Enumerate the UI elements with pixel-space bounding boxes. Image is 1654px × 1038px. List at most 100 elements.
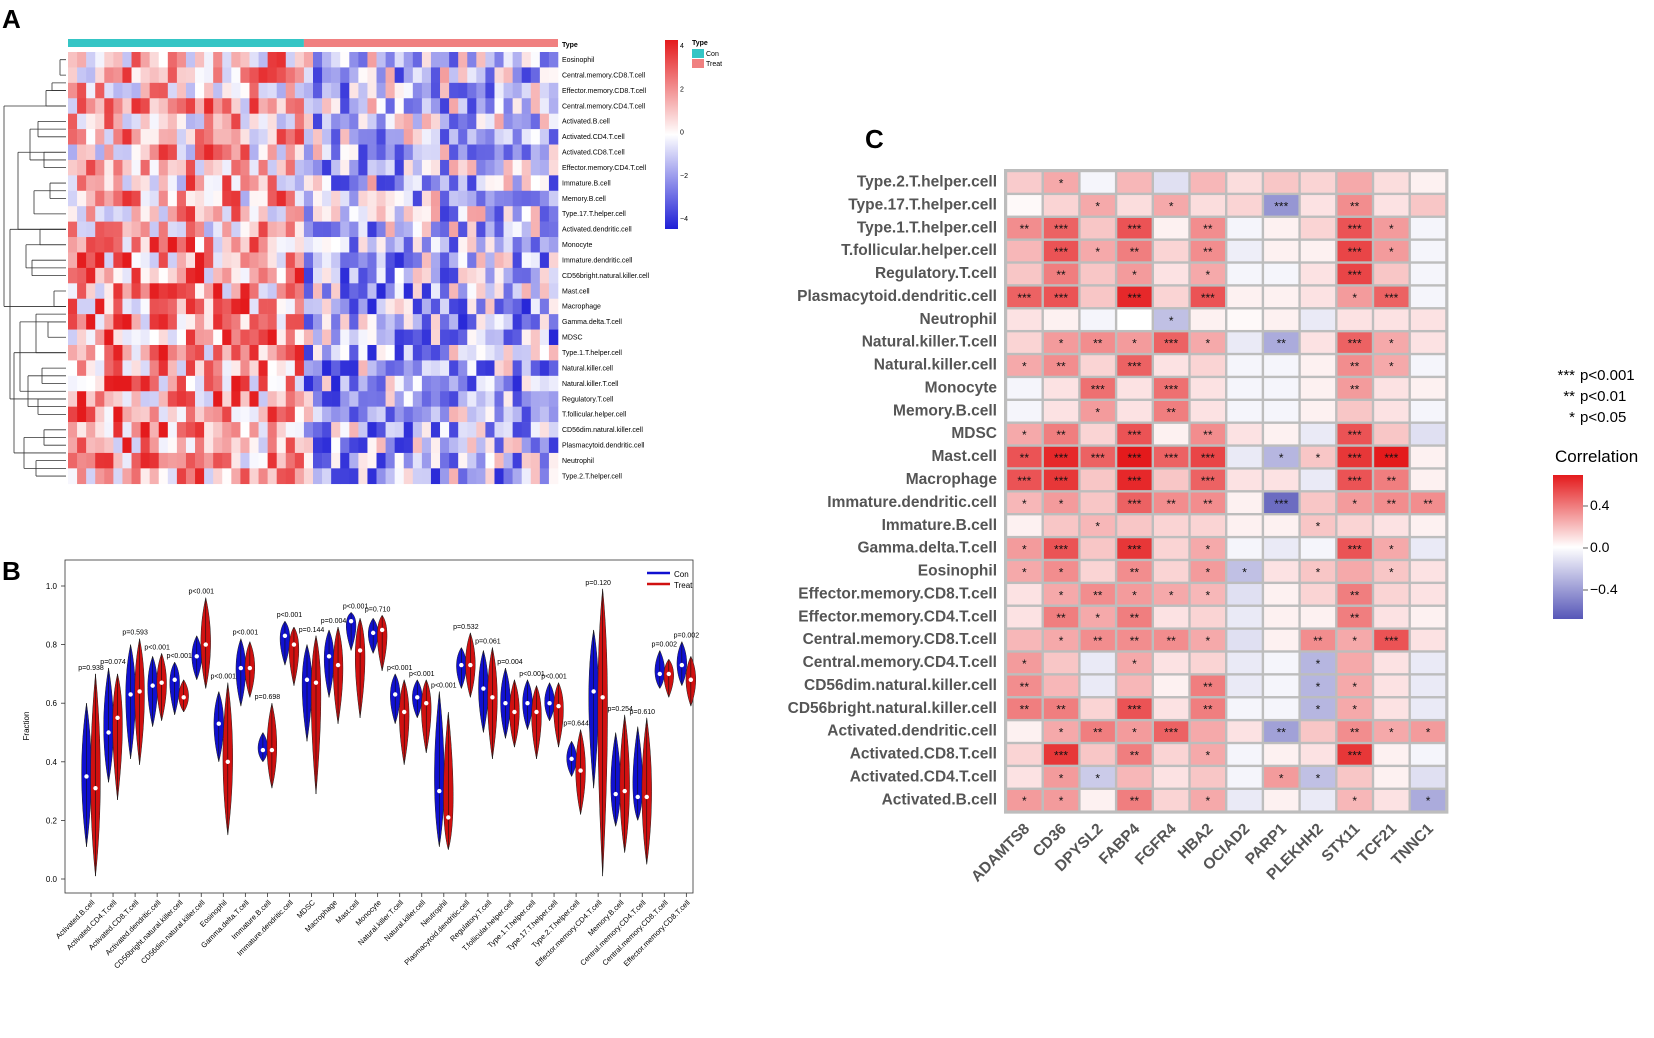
dendrogram-branch [39,228,66,246]
heatmap-cell [1080,401,1115,422]
heatmap-cell [440,144,450,161]
heatmap-cell [1300,652,1336,674]
significance-marker: * [1389,543,1394,557]
violin-con-median [238,665,244,671]
heatmap-cell [1300,355,1336,376]
heatmap-cell [258,391,268,407]
heatmap-cell [1374,606,1409,628]
heatmap-cell [1080,515,1115,536]
heatmap-cell [267,360,278,377]
heatmap-cell [1410,217,1446,239]
significance-marker: ** [1130,245,1140,259]
heatmap-cell [467,375,477,392]
heatmap-cell [240,159,250,176]
heatmap-cell [149,98,160,114]
heatmap-cell [104,468,114,485]
heatmap-cell [512,190,523,207]
row-label: Activated.dendritic.cell [827,723,997,740]
heatmap-cell [149,129,160,145]
heatmap-cell [449,144,459,161]
heatmap-cell [421,452,432,469]
heatmap-cell [1374,309,1409,330]
heatmap-cell [1374,240,1409,262]
heatmap-cell [430,82,441,99]
heatmap-cell [340,82,350,99]
heatmap-cell [113,468,123,485]
heatmap-cell [131,190,141,207]
significance-marker: * [1206,588,1211,602]
heatmap-cell [376,52,386,68]
heatmap-cell [548,344,559,361]
heatmap-cell [276,422,287,438]
heatmap-cell [104,129,114,145]
heatmap-cell [530,468,541,485]
heatmap-cell [349,159,359,176]
heatmap-cell [521,422,532,438]
heatmap-cell [68,237,78,253]
heatmap-cell [285,206,296,222]
panel-label-b: B [2,556,21,586]
heatmap-cell [503,237,513,253]
heatmap-cell [430,329,441,346]
heatmap-cell [167,237,178,253]
heatmap-cell [267,52,278,68]
heatmap-cell [1410,332,1446,353]
significance-marker: * [1059,565,1064,579]
heatmap-cell [394,329,405,346]
heatmap-cell [231,452,241,469]
heatmap-cell [267,190,278,207]
heatmap-cell [140,52,150,68]
heatmap-cell [412,422,423,438]
heatmap-cell [503,314,513,330]
heatmap-cell [285,283,296,300]
heatmap-cell [385,98,395,114]
heatmap-cell [340,422,350,438]
heatmap-cell [1300,240,1336,262]
heatmap-cell [122,129,132,145]
significance-marker: *** [1348,337,1362,351]
heatmap-cell [476,314,486,330]
heatmap-cell [68,252,78,269]
heatmap-cell [213,113,223,130]
heatmap-cell [1410,286,1446,308]
heatmap-cell [1080,721,1115,742]
heatmap-cell [340,329,350,346]
heatmap-cell [303,52,314,68]
heatmap-cell [521,206,532,222]
heatmap-cell [213,329,223,346]
heatmap-cell [539,190,550,207]
heatmap-cell [1374,584,1409,605]
heatmap-cell [403,159,414,176]
heatmap-cell [521,221,532,238]
heatmap-cell [385,375,395,392]
heatmap-cell [131,175,141,192]
heatmap-cell [185,52,196,68]
heatmap-cell [403,452,414,469]
heatmap-cell [1080,378,1115,399]
violin-treat-median [644,794,649,800]
heatmap-cell [331,190,341,207]
heatmap-cell [548,129,559,145]
heatmap-cell [467,190,477,207]
heatmap-cell [276,144,287,161]
heatmap-cell [222,391,232,407]
row-label: Mast.cell [932,448,997,465]
heatmap-cell [131,129,141,145]
heatmap-cell [548,437,559,454]
heatmap-cell [1117,378,1152,399]
heatmap-cell [440,159,450,176]
heatmap-cell [158,437,169,454]
colorbar-tick: −2 [680,173,688,180]
heatmap-cell [340,129,350,145]
significance-marker: ** [1166,405,1176,419]
heatmap-cell [131,360,141,377]
heatmap-cell [285,298,296,315]
heatmap-cell [1374,217,1409,239]
y-tick-label: 1.0 [46,582,58,591]
heatmap-cell [285,175,296,192]
heatmap-cell [231,360,241,377]
heatmap-cell [1374,721,1409,742]
heatmap-cell [95,252,105,269]
significance-marker: *** [1127,360,1141,374]
significance-label: p<0.01 [1580,388,1626,405]
